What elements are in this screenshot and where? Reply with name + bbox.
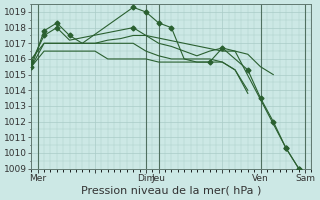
X-axis label: Pression niveau de la mer( hPa ): Pression niveau de la mer( hPa ) (81, 186, 261, 196)
